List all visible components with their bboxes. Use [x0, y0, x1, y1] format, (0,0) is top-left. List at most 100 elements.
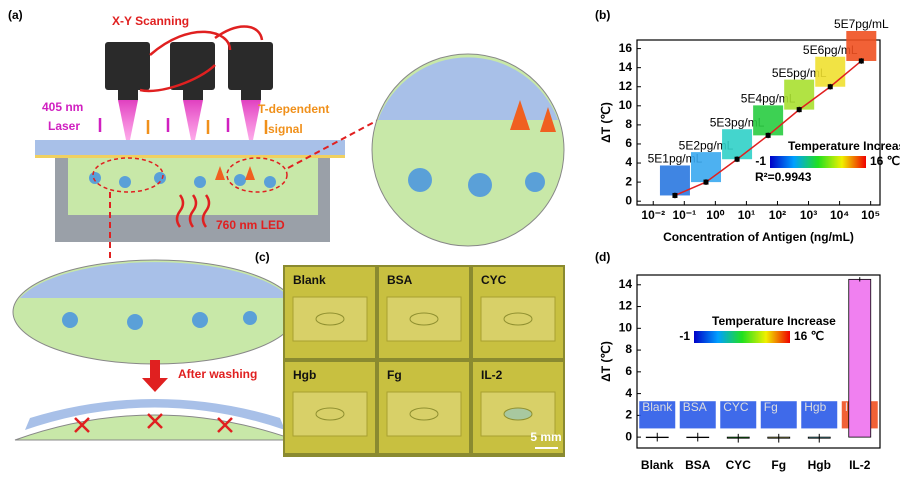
y-tick-label: 6 — [625, 364, 632, 378]
chip-photo — [292, 391, 368, 437]
objective-nose — [118, 90, 138, 100]
chip-layer — [35, 155, 345, 158]
chip-photo — [386, 296, 462, 342]
point — [734, 156, 740, 162]
x-tick-label: IL-2 — [849, 458, 871, 472]
point — [765, 132, 771, 138]
washed-cover — [25, 399, 285, 430]
y-tick-label: 16 — [619, 41, 633, 55]
led-label: 760 nm LED — [216, 218, 285, 232]
y-tick-label: 14 — [619, 60, 633, 74]
y-tick-label: 2 — [625, 174, 632, 188]
chip-chamber — [315, 407, 345, 421]
image-label: 5E7pg/mL — [834, 17, 889, 31]
x-tick-label: CYC — [726, 458, 752, 472]
colorbar-min: -1 — [679, 329, 690, 343]
y-tick-label: 6 — [625, 136, 632, 150]
y-tick-label: 0 — [625, 193, 632, 207]
binding-cover — [20, 262, 290, 298]
x-tick-label: 10¹ — [738, 208, 755, 222]
photo-label: Hgb — [293, 368, 316, 382]
particles — [89, 172, 276, 188]
scan-arrows — [139, 25, 264, 93]
x-tick-label: BSA — [685, 458, 711, 472]
chip-photo — [480, 296, 556, 342]
point — [796, 107, 802, 113]
y-tick-label: 10 — [619, 98, 633, 112]
x-tick-label: 10⁻² — [641, 208, 665, 222]
y-tick-label: 12 — [619, 299, 633, 313]
x-tick-label: 10⁴ — [830, 208, 849, 222]
objective-nose — [241, 90, 261, 100]
schematic: X-Y Scanning 405 nm Laser T-dependent si… — [12, 14, 565, 441]
photo-label: BSA — [387, 273, 413, 287]
wash-arrow — [142, 360, 168, 392]
chip-chamber — [409, 312, 439, 326]
point — [703, 179, 709, 185]
x-tick-label: 10⁵ — [861, 208, 880, 222]
panel-label: (c) — [255, 250, 270, 264]
laser-label: 405 nm — [42, 100, 83, 114]
objective-nose — [183, 90, 203, 100]
image-label: 5E2pg/mL — [679, 138, 734, 152]
y-tick-label: 0 — [625, 429, 632, 443]
x-axis-label: Concentration of Antigen (ng/mL) — [663, 230, 854, 244]
y-tick-label: 8 — [625, 117, 632, 131]
y-tick-label: 10 — [619, 320, 633, 334]
photo-label: IL-2 — [481, 368, 503, 382]
image-label: 5E6pg/mL — [803, 43, 858, 57]
thermal-image — [760, 401, 797, 429]
chip-chamber — [315, 312, 345, 326]
panel-label: (b) — [595, 8, 610, 22]
x-tick-label: Blank — [641, 458, 674, 472]
image-label: Fg — [764, 400, 778, 414]
zoom-ellipse — [92, 157, 164, 193]
thermal-image — [815, 56, 846, 87]
x-tick-label: 10³ — [800, 208, 817, 222]
annotation: R²=0.9943 — [755, 170, 812, 184]
image-label: Hgb — [804, 400, 826, 414]
thermal-image — [784, 79, 815, 110]
colorbar-max: 16 ℃ — [870, 154, 900, 168]
objectives — [105, 42, 273, 100]
plot-frame — [636, 274, 881, 449]
flames — [215, 166, 255, 180]
colorbar — [694, 331, 790, 343]
colorbar-title: Temperature Increase — [712, 314, 836, 328]
thermal-image — [722, 129, 753, 160]
objective — [228, 42, 273, 90]
image-label: 5E3pg/mL — [710, 115, 765, 129]
panel-label: (d) — [595, 250, 610, 264]
image-label: 5E1pg/mL — [648, 152, 703, 166]
y-tick-label: 12 — [619, 79, 633, 93]
plot-frame — [636, 39, 881, 206]
led-arrows — [175, 194, 211, 228]
y-tick-label: 14 — [619, 277, 633, 291]
photo-label: Fg — [387, 368, 402, 382]
zoom-cover — [378, 57, 558, 120]
up-arrows — [146, 120, 268, 134]
x-tick-label: 10² — [769, 208, 786, 222]
thermal-image — [753, 105, 784, 136]
chip-chamber — [409, 407, 439, 421]
image-label: CYC — [723, 400, 749, 414]
chip-chamber — [503, 312, 533, 326]
photo-grid: Blank BSA CYC Hgb Fg IL-2 5 mm — [283, 265, 565, 457]
y-tick-label: 2 — [625, 408, 632, 422]
image-label: Blank — [642, 400, 673, 414]
x-tick-label: 10⁰ — [706, 208, 724, 222]
down-arrows — [98, 118, 230, 132]
objective — [105, 42, 150, 90]
binding-particles — [62, 311, 257, 330]
zoom-particles — [408, 168, 545, 197]
colorbar-title: Temperature Increase — [788, 139, 900, 153]
image-label: BSA — [683, 400, 707, 414]
thermal-image — [720, 401, 757, 429]
thermal-image — [691, 152, 722, 183]
colorbar-max: 16 ℃ — [794, 329, 824, 343]
thermal-image — [679, 401, 716, 429]
x-tick-label: Hgb — [808, 458, 831, 472]
y-tick-label: 4 — [625, 386, 632, 400]
zoom-flames — [510, 100, 556, 132]
